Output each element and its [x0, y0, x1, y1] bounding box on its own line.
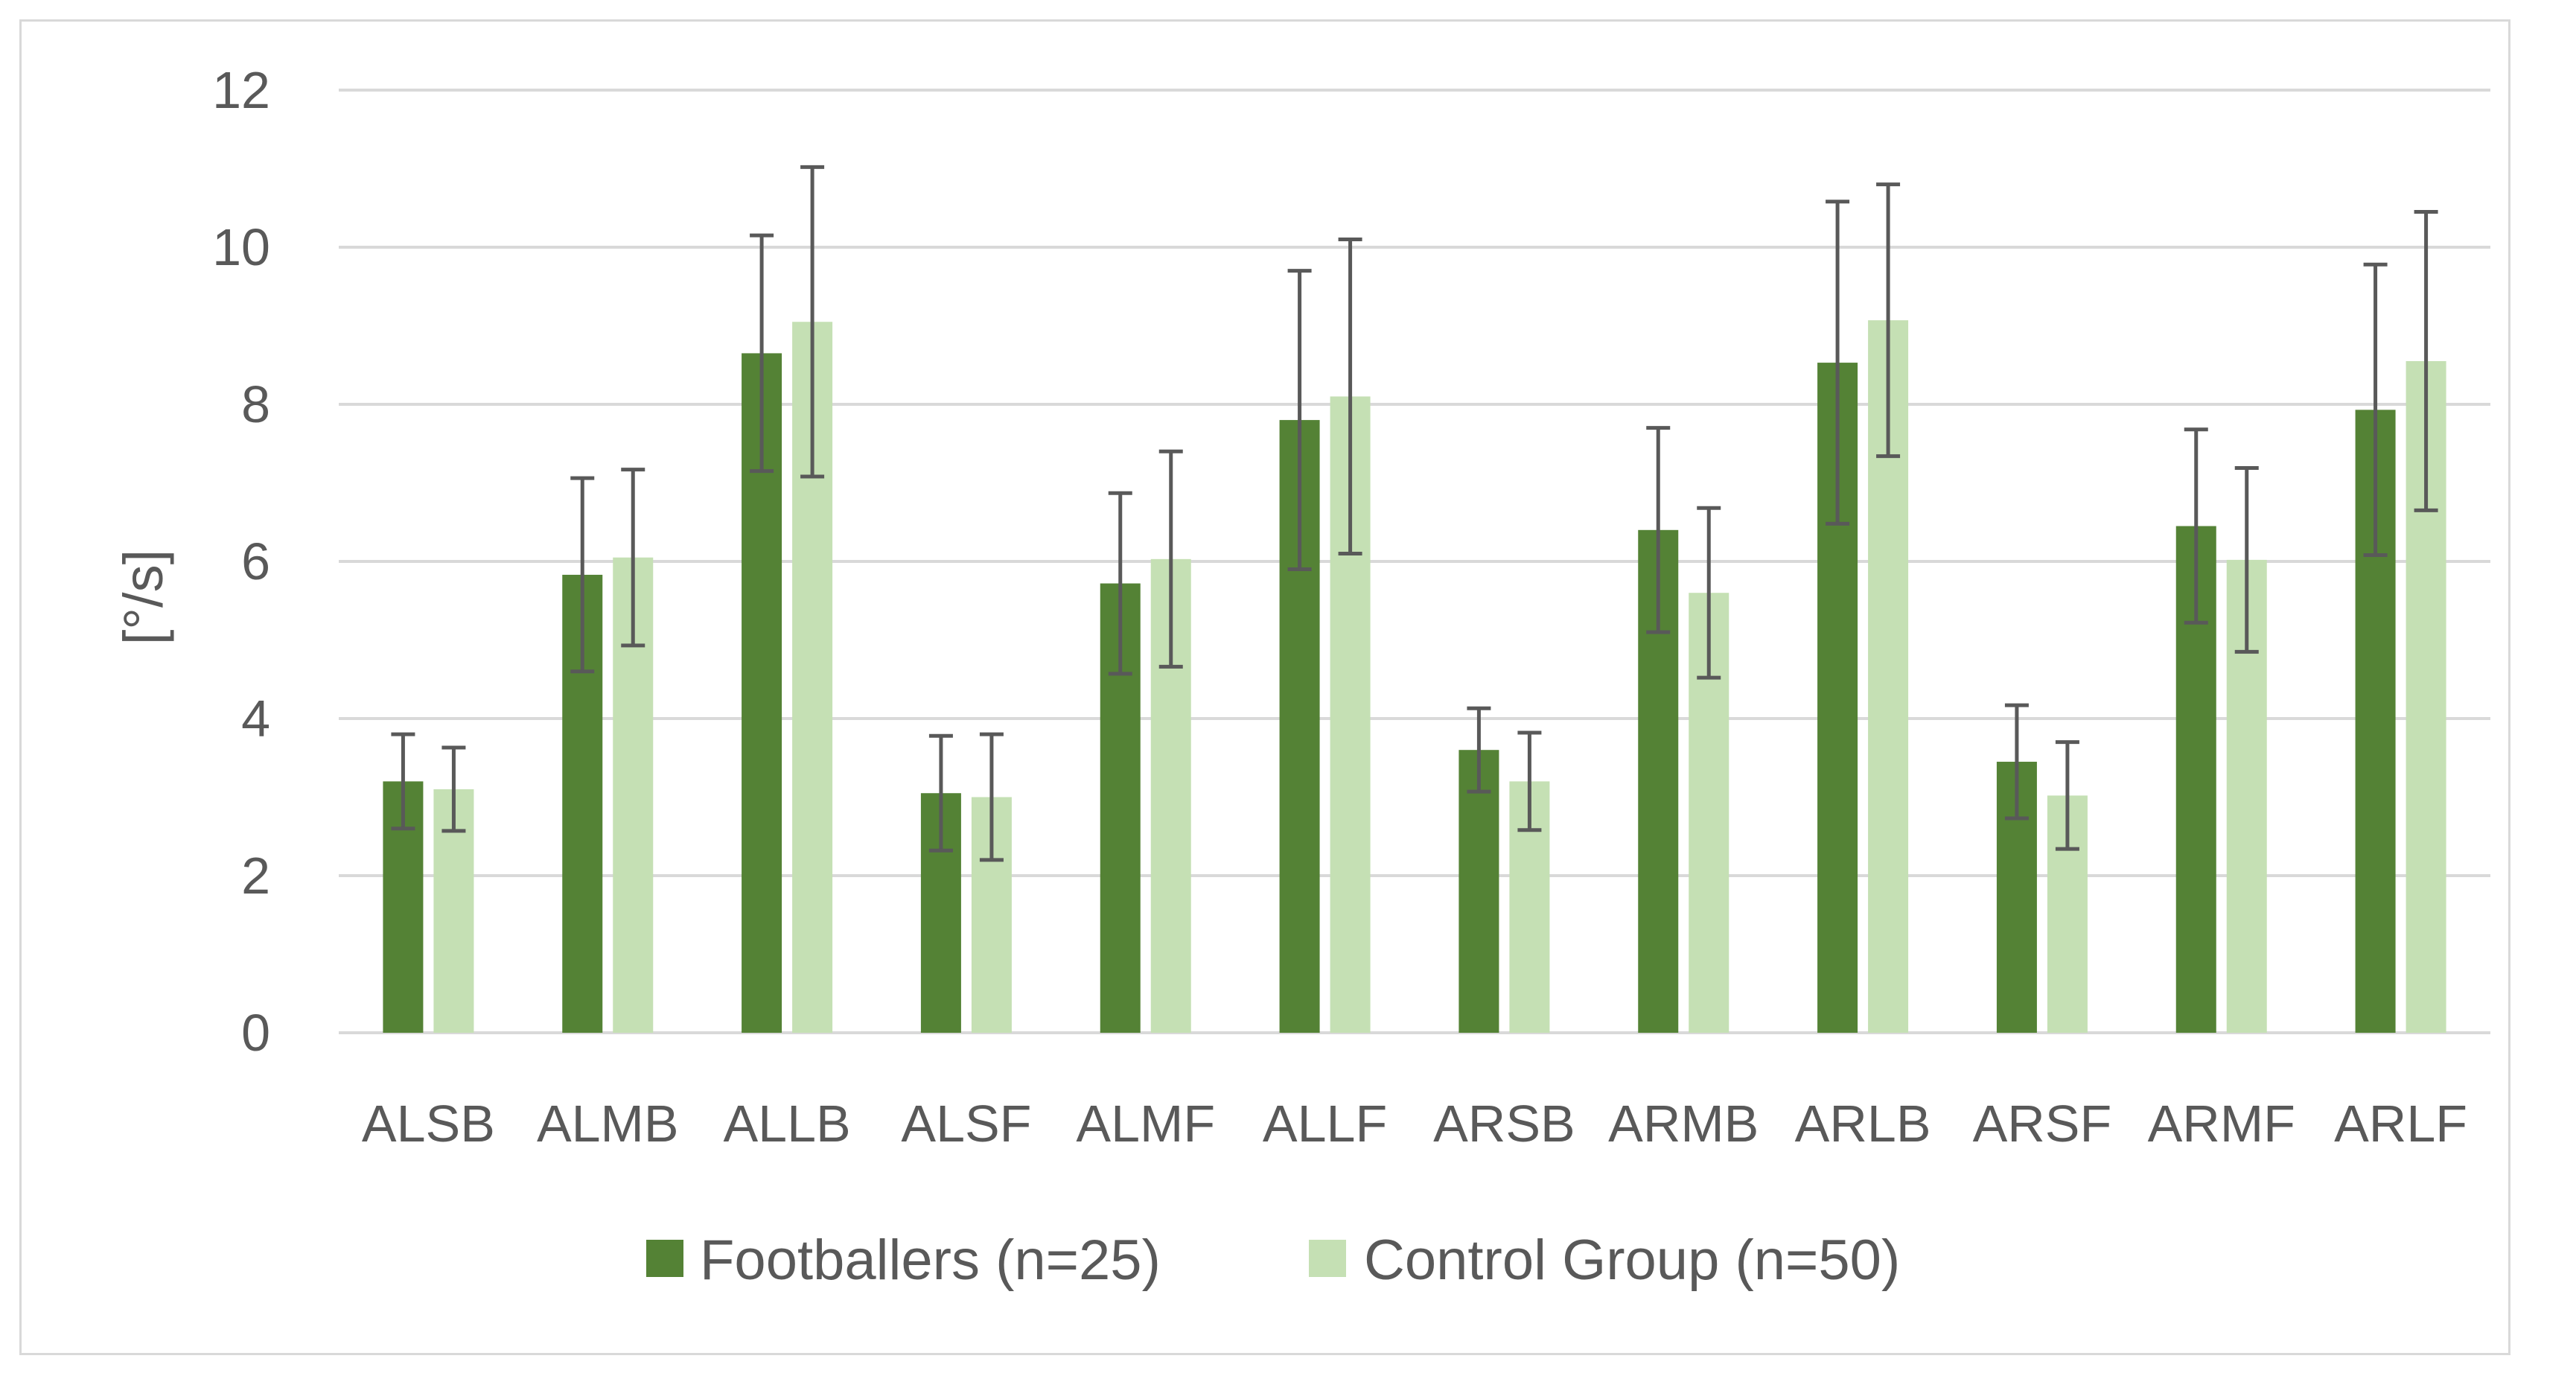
error-bar-control-group-arlb: [1876, 182, 1901, 459]
error-bar-footballers-almf: [1108, 491, 1132, 676]
error-bars: [391, 165, 2438, 862]
y-tick-label: 0: [241, 1004, 270, 1062]
bars: [383, 320, 2446, 1034]
error-bar-control-group-allf: [1338, 237, 1362, 555]
x-category-label: ALLF: [1263, 1095, 1387, 1153]
chart-frame: [19, 19, 2510, 1355]
legend-swatch-footballers: [646, 1240, 683, 1277]
bar-footballers-arsb: [1458, 750, 1499, 1033]
gridlines: [339, 89, 2490, 1034]
x-category-label: ALLB: [723, 1095, 850, 1153]
error-bar-control-group-armb: [1697, 506, 1721, 680]
error-bar-footballers-allf: [1287, 269, 1312, 572]
error-bar-control-group-alsf: [979, 732, 1004, 862]
error-bar-control-group-arsb: [1517, 730, 1542, 832]
y-axis-title: [°/s]: [112, 550, 174, 645]
x-axis-categories: ALSB ALMB ALLB ALSF ALMF ALLF ARSB ARMB ARLB ARSF…: [362, 1095, 2467, 1153]
y-axis-ticks: 0 2 4 6 8 10 12: [212, 61, 270, 1062]
error-bar-footballers-allb: [750, 233, 774, 474]
x-category-label: ARLF: [2334, 1095, 2467, 1153]
error-bar-footballers-armf: [2184, 427, 2208, 625]
x-category-label: ALSB: [362, 1095, 495, 1153]
legend-swatch-control-group: [1309, 1240, 1346, 1277]
legend-label-footballers: Footballers (n=25): [700, 1229, 1161, 1292]
error-bar-control-group-arlf: [2414, 210, 2438, 512]
error-bar-footballers-almb: [570, 476, 595, 674]
error-bar-control-group-almb: [621, 468, 645, 648]
x-category-label: ARMF: [2148, 1095, 2295, 1153]
error-bar-footballers-arlb: [1826, 200, 1850, 526]
error-bar-footballers-arlf: [2363, 262, 2388, 558]
legend-label-control-group: Control Group (n=50): [1364, 1229, 1900, 1292]
x-category-label: ARMB: [1608, 1095, 1759, 1153]
x-category-label: ALMF: [1076, 1095, 1215, 1153]
y-tick-label: 8: [241, 375, 270, 433]
y-tick-label: 12: [212, 61, 270, 119]
error-bar-footballers-arsf: [2004, 703, 2029, 821]
error-bar-footballers-alsb: [391, 732, 415, 831]
error-bar-footballers-armb: [1646, 426, 1671, 634]
error-bar-control-group-almf: [1158, 449, 1183, 669]
error-bar-control-group-allb: [800, 165, 825, 479]
x-category-label: ARSB: [1433, 1095, 1575, 1153]
error-bar-footballers-arsb: [1467, 706, 1491, 794]
y-tick-label: 2: [241, 847, 270, 905]
x-category-label: ARSF: [1973, 1095, 2112, 1153]
error-bar-control-group-arsf: [2055, 740, 2079, 851]
x-category-label: ALSF: [901, 1095, 1031, 1153]
error-bar-control-group-alsb: [441, 745, 466, 833]
legend: Footballers (n=25) Control Group (n=50): [646, 1229, 1900, 1292]
x-category-label: ARLB: [1795, 1095, 1931, 1153]
error-bar-control-group-armf: [2234, 465, 2259, 654]
y-tick-label: 6: [241, 532, 270, 590]
y-tick-label: 4: [241, 690, 270, 748]
y-tick-label: 10: [212, 218, 270, 276]
error-bar-footballers-alsf: [928, 733, 953, 853]
x-category-label: ALMB: [537, 1095, 679, 1153]
